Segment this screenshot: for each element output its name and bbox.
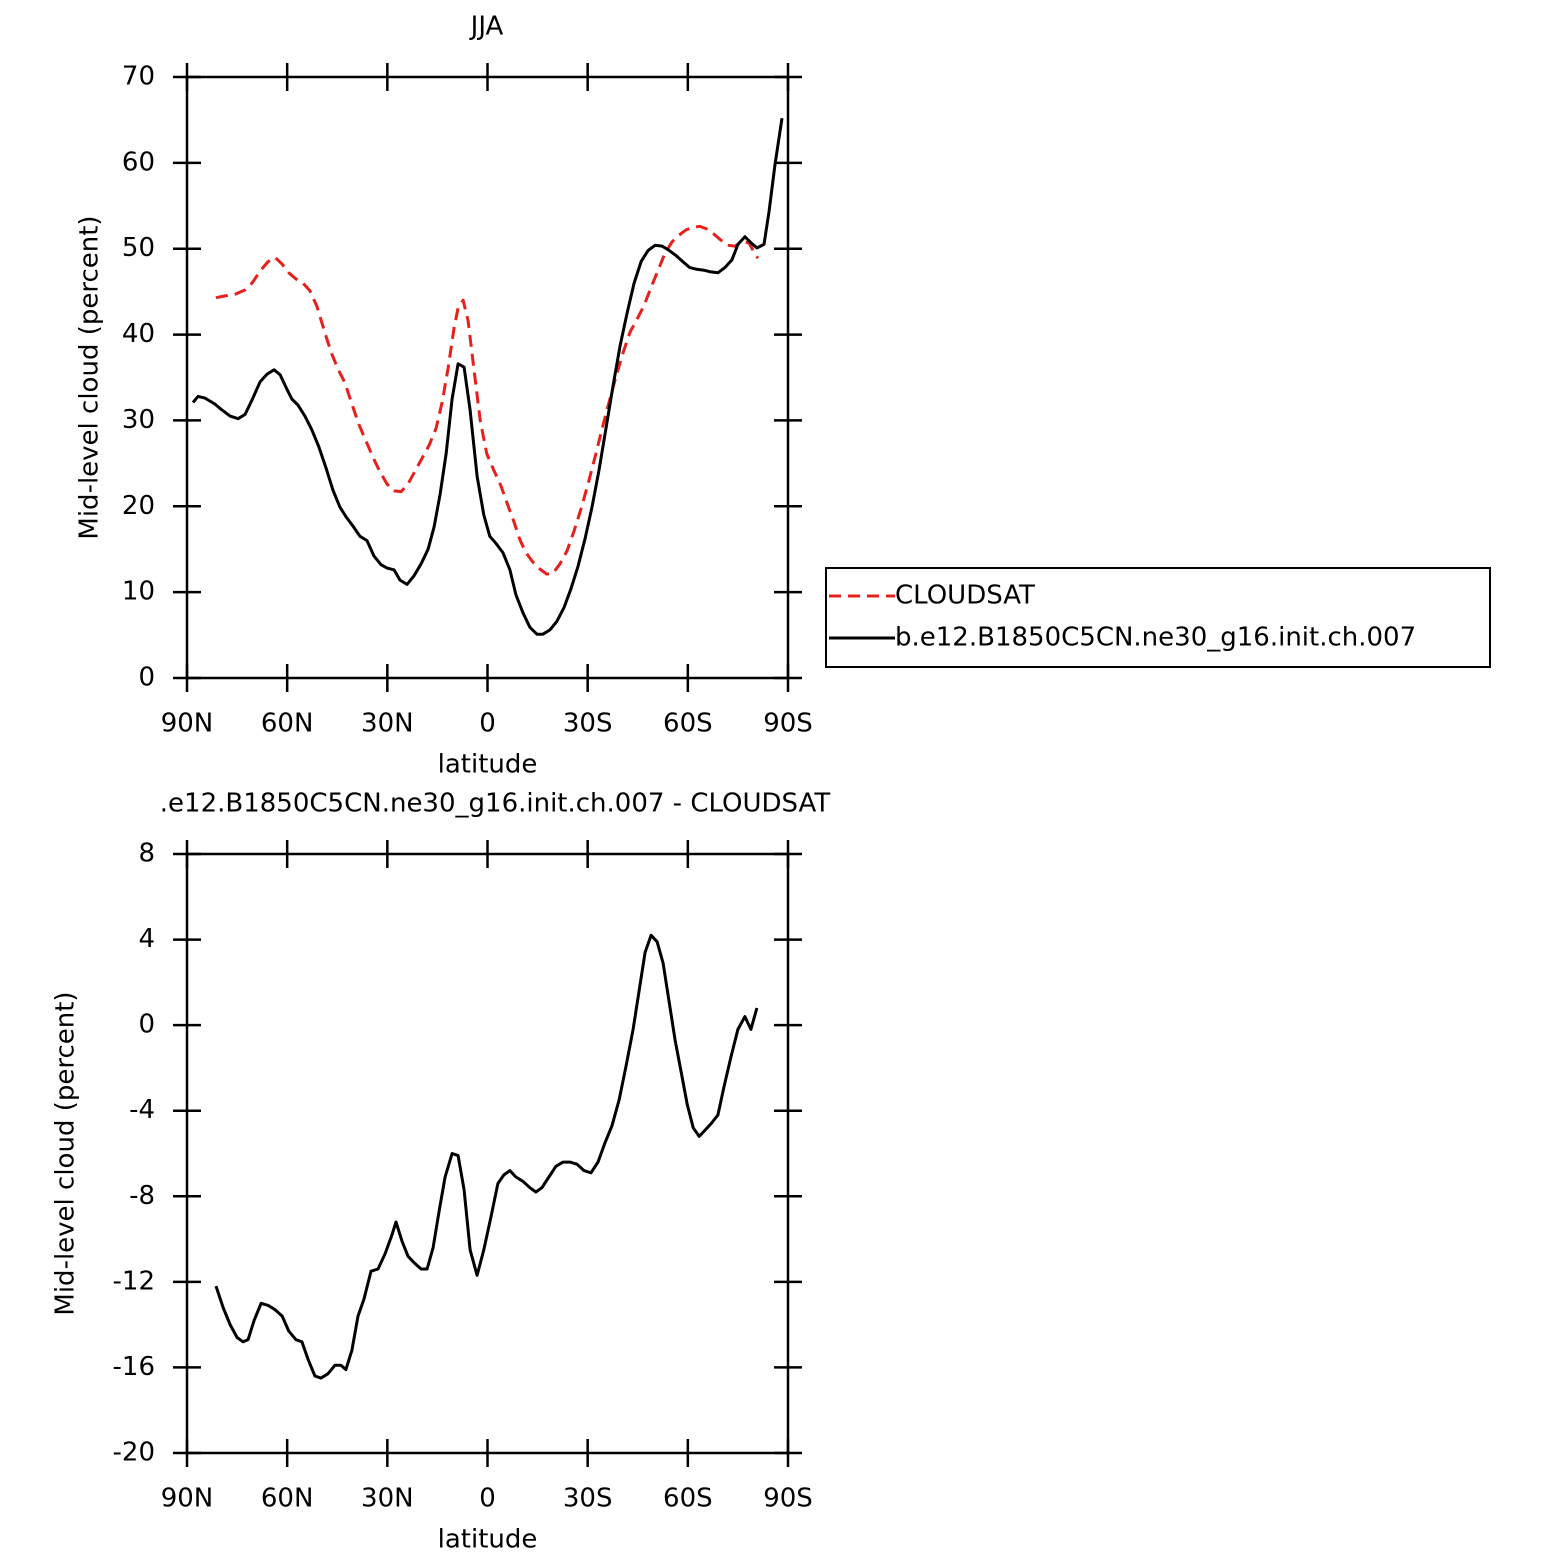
- y-tick-label: 8: [138, 839, 155, 869]
- y-tick-label: 10: [122, 577, 155, 607]
- x-tick-label: 90N: [161, 709, 214, 739]
- x-tick-label: 60S: [663, 709, 713, 739]
- x-axis-label: latitude: [438, 750, 538, 780]
- y-tick-label: 50: [122, 233, 155, 263]
- x-tick-label: 60S: [663, 1484, 713, 1514]
- chart-title: .e12.B1850C5CN.ne30_g16.init.ch.007 - CL…: [160, 789, 831, 819]
- y-tick-label: 0: [138, 1010, 155, 1040]
- x-tick-label: 60N: [261, 1484, 314, 1514]
- x-tick-label: 30S: [563, 1484, 613, 1514]
- y-axis-label: Mid-level cloud (percent): [51, 991, 81, 1315]
- y-tick-label: 20: [122, 491, 155, 521]
- x-tick-label: 90S: [763, 1484, 813, 1514]
- y-tick-label: 70: [122, 62, 155, 92]
- x-tick-label: 0: [479, 709, 496, 739]
- y-tick-label: 30: [122, 405, 155, 435]
- x-tick-label: 90S: [763, 709, 813, 739]
- y-tick-label: -12: [113, 1266, 155, 1296]
- y-axis-label: Mid-level cloud (percent): [75, 215, 105, 539]
- x-tick-label: 30N: [361, 1484, 414, 1514]
- data-line: [214, 933, 759, 1380]
- plot-frame: [185, 852, 790, 1455]
- y-tick-label: -20: [113, 1438, 155, 1468]
- x-tick-label: 60N: [261, 709, 314, 739]
- legend-label: b.e12.B1850C5CN.ne30_g16.init.ch.007: [895, 623, 1416, 653]
- legend-label: CLOUDSAT: [895, 581, 1035, 611]
- data-line: [191, 117, 784, 636]
- plot-frame: [185, 75, 790, 680]
- data-line: [215, 224, 760, 576]
- y-tick-label: 60: [122, 147, 155, 177]
- legend-box: [825, 567, 1491, 668]
- y-tick-label: -16: [113, 1352, 155, 1382]
- y-tick-label: 4: [138, 924, 155, 954]
- y-tick-label: -8: [129, 1181, 155, 1211]
- y-tick-label: 0: [138, 663, 155, 693]
- y-tick-label: 40: [122, 319, 155, 349]
- x-tick-label: 90N: [161, 1484, 214, 1514]
- x-tick-label: 0: [479, 1484, 496, 1514]
- y-tick-label: -4: [129, 1095, 155, 1125]
- x-tick-label: 30N: [361, 709, 414, 739]
- x-tick-label: 30S: [563, 709, 613, 739]
- x-axis-label: latitude: [438, 1525, 538, 1555]
- chart-title: JJA: [469, 12, 504, 42]
